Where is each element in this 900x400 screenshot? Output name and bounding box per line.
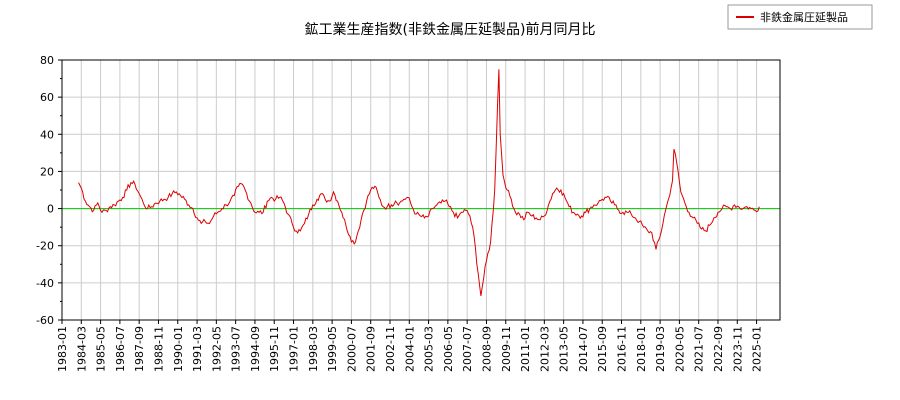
y-axis-ticks: -60 -40 -20 0 20 40 60 80: [36, 54, 62, 327]
x-tick-label: 1994-09: [249, 326, 262, 372]
x-tick-label: 2022-09: [712, 326, 725, 372]
x-axis-ticks: 1983-01 1984-03 1985-05 1986-07 1987-09 1988-…: [56, 320, 764, 372]
x-tick-label: 1985-05: [95, 326, 108, 372]
x-tick-label: 2021-07: [693, 326, 706, 372]
x-tick-label: 2018-01: [635, 326, 648, 372]
series-layer: [78, 69, 760, 296]
x-tick-label: 2011-01: [519, 326, 532, 372]
x-tick-label: 2013-05: [558, 326, 571, 372]
y-tick-label: 60: [40, 91, 54, 104]
chart-title: 鉱工業生産指数(非鉄金属圧延製品)前月同月比: [305, 21, 596, 38]
x-tick-label: 2012-03: [538, 326, 551, 372]
x-tick-label: 1983-01: [56, 326, 69, 372]
x-tick-label: 1984-03: [75, 326, 88, 372]
axes: [61, 59, 781, 321]
grid: [61, 59, 780, 321]
x-tick-label: 2001-09: [365, 326, 378, 372]
y-tick-label: -40: [36, 277, 54, 290]
x-tick-label: 1987-09: [133, 326, 146, 372]
x-tick-label: 2016-11: [616, 326, 629, 372]
x-tick-label: 2000-07: [345, 326, 358, 372]
x-tick-label: 2025-01: [751, 326, 764, 372]
x-tick-label: 1998-03: [307, 326, 320, 372]
x-tick-label: 1986-07: [114, 326, 127, 372]
x-tick-label: 2007-07: [461, 326, 474, 372]
x-tick-label: 1997-01: [288, 326, 301, 372]
x-tick-label: 1993-07: [230, 326, 243, 372]
x-tick-label: 2004-01: [403, 326, 416, 372]
x-tick-label: 2014-07: [577, 326, 590, 372]
x-tick-label: 1988-11: [152, 326, 165, 372]
y-tick-label: 0: [47, 203, 54, 216]
x-tick-label: 2020-05: [673, 326, 686, 372]
x-tick-label: 2008-09: [480, 326, 493, 372]
x-tick-label: 2023-11: [731, 326, 744, 372]
x-tick-label: 2005-03: [423, 326, 436, 372]
x-tick-label: 2009-11: [500, 326, 513, 372]
x-tick-label: 1990-01: [172, 326, 185, 372]
y-tick-label: 20: [40, 165, 54, 178]
x-tick-label: 1991-03: [191, 326, 204, 372]
series-line: [78, 69, 760, 296]
y-tick-label: 40: [40, 128, 54, 141]
x-tick-label: 2006-05: [442, 326, 455, 372]
y-tick-label: 80: [40, 54, 54, 67]
x-tick-label: 1995-11: [268, 326, 281, 372]
legend-label: 非鉄金属圧延製品: [760, 10, 848, 24]
y-tick-label: -60: [36, 314, 54, 327]
x-tick-label: 2015-09: [596, 326, 609, 372]
x-tick-label: 1999-05: [326, 326, 339, 372]
x-tick-label: 2002-11: [384, 326, 397, 372]
plot-frame: [61, 59, 781, 321]
x-tick-label: 2019-03: [654, 326, 667, 372]
y-tick-label: -20: [36, 240, 54, 253]
legend: 非鉄金属圧延製品: [727, 4, 873, 30]
x-tick-label: 1992-05: [210, 326, 223, 372]
